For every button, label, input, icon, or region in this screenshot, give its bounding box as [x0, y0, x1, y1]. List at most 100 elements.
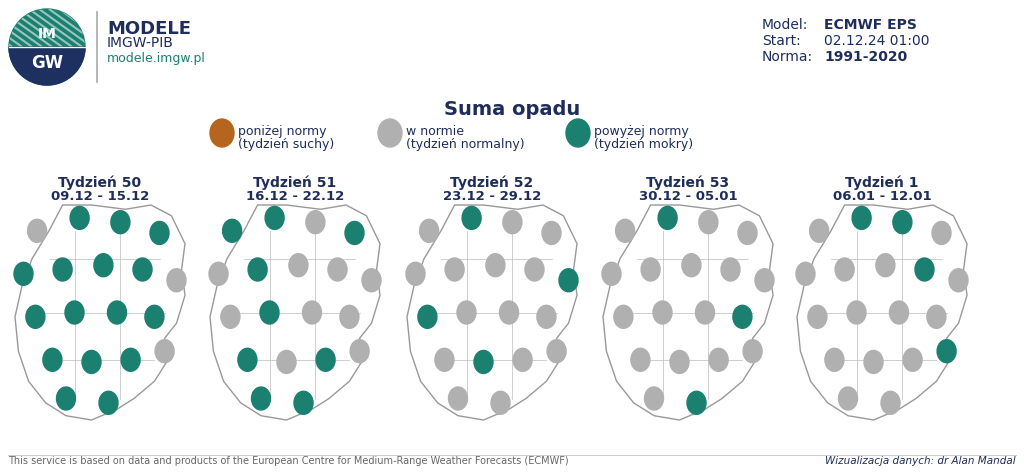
Text: 1991-2020: 1991-2020	[824, 50, 907, 64]
Ellipse shape	[65, 301, 84, 324]
Ellipse shape	[614, 305, 633, 328]
Ellipse shape	[362, 269, 381, 292]
Text: Tydzień 50: Tydzień 50	[58, 175, 141, 190]
Ellipse shape	[486, 254, 505, 277]
Text: Tydzień 52: Tydzień 52	[451, 175, 534, 190]
Ellipse shape	[810, 219, 828, 242]
Ellipse shape	[682, 254, 700, 277]
Ellipse shape	[937, 340, 956, 363]
Text: modele.imgw.pl: modele.imgw.pl	[106, 52, 206, 65]
Ellipse shape	[43, 348, 61, 371]
Ellipse shape	[547, 340, 566, 363]
Ellipse shape	[316, 348, 335, 371]
Ellipse shape	[265, 207, 284, 229]
Ellipse shape	[542, 221, 561, 245]
Circle shape	[9, 9, 85, 85]
Ellipse shape	[876, 254, 895, 277]
Text: w normie: w normie	[406, 125, 464, 138]
Ellipse shape	[658, 207, 677, 229]
Ellipse shape	[108, 301, 127, 324]
Text: MODELE: MODELE	[106, 20, 191, 38]
Ellipse shape	[221, 305, 240, 328]
Ellipse shape	[500, 301, 518, 324]
Ellipse shape	[738, 221, 757, 245]
Ellipse shape	[222, 219, 242, 242]
Ellipse shape	[559, 269, 578, 292]
Ellipse shape	[94, 254, 113, 277]
Ellipse shape	[121, 348, 140, 371]
Ellipse shape	[796, 262, 815, 285]
Ellipse shape	[289, 254, 308, 277]
Ellipse shape	[248, 258, 267, 281]
Ellipse shape	[825, 348, 844, 371]
Ellipse shape	[537, 305, 556, 328]
Ellipse shape	[111, 211, 130, 234]
Polygon shape	[15, 205, 185, 420]
Ellipse shape	[932, 221, 951, 245]
Text: Tydzień 1: Tydzień 1	[845, 175, 919, 190]
Ellipse shape	[852, 207, 871, 229]
Ellipse shape	[893, 211, 912, 234]
Ellipse shape	[733, 305, 752, 328]
Ellipse shape	[462, 207, 481, 229]
Ellipse shape	[808, 305, 827, 328]
Ellipse shape	[167, 269, 186, 292]
Ellipse shape	[709, 348, 728, 371]
Ellipse shape	[145, 305, 164, 328]
Ellipse shape	[525, 258, 544, 281]
Ellipse shape	[345, 221, 364, 245]
Ellipse shape	[836, 258, 854, 281]
Text: 30.12 - 05.01: 30.12 - 05.01	[639, 190, 737, 203]
Text: 09.12 - 15.12: 09.12 - 15.12	[51, 190, 150, 203]
Ellipse shape	[949, 269, 968, 292]
Ellipse shape	[340, 305, 358, 328]
Ellipse shape	[644, 387, 664, 410]
Ellipse shape	[903, 348, 922, 371]
Ellipse shape	[915, 258, 934, 281]
Text: Norma:: Norma:	[762, 50, 813, 64]
Ellipse shape	[602, 262, 621, 285]
Polygon shape	[9, 47, 85, 85]
Ellipse shape	[306, 211, 325, 234]
Text: IMGW-PIB: IMGW-PIB	[106, 36, 174, 50]
Ellipse shape	[445, 258, 464, 281]
Ellipse shape	[847, 301, 866, 324]
Ellipse shape	[328, 258, 347, 281]
Ellipse shape	[927, 305, 946, 328]
Text: powyżej normy: powyżej normy	[594, 125, 689, 138]
Text: 16.12 - 22.12: 16.12 - 22.12	[246, 190, 344, 203]
Ellipse shape	[378, 119, 402, 147]
Ellipse shape	[133, 258, 152, 281]
Ellipse shape	[687, 391, 706, 414]
Ellipse shape	[641, 258, 660, 281]
Ellipse shape	[99, 391, 118, 414]
Ellipse shape	[210, 119, 234, 147]
Ellipse shape	[53, 258, 72, 281]
Ellipse shape	[457, 301, 476, 324]
Ellipse shape	[406, 262, 425, 285]
Ellipse shape	[238, 348, 257, 371]
Ellipse shape	[890, 301, 908, 324]
Ellipse shape	[864, 351, 883, 373]
Ellipse shape	[653, 301, 672, 324]
Text: Start:: Start:	[762, 34, 801, 48]
Ellipse shape	[743, 340, 762, 363]
Ellipse shape	[56, 387, 76, 410]
Ellipse shape	[209, 262, 228, 285]
Ellipse shape	[670, 351, 689, 373]
Text: poniżej normy: poniżej normy	[238, 125, 327, 138]
Ellipse shape	[503, 211, 522, 234]
Ellipse shape	[721, 258, 740, 281]
Ellipse shape	[278, 351, 296, 373]
Text: Model:: Model:	[762, 18, 808, 32]
Text: (tydzień normalny): (tydzień normalny)	[406, 138, 524, 151]
Ellipse shape	[566, 119, 590, 147]
Text: Tydzień 53: Tydzień 53	[646, 175, 729, 190]
Ellipse shape	[435, 348, 454, 371]
Ellipse shape	[695, 301, 715, 324]
Ellipse shape	[150, 221, 169, 245]
Text: (tydzień mokry): (tydzień mokry)	[594, 138, 693, 151]
Ellipse shape	[755, 269, 774, 292]
Ellipse shape	[294, 391, 313, 414]
Polygon shape	[603, 205, 773, 420]
